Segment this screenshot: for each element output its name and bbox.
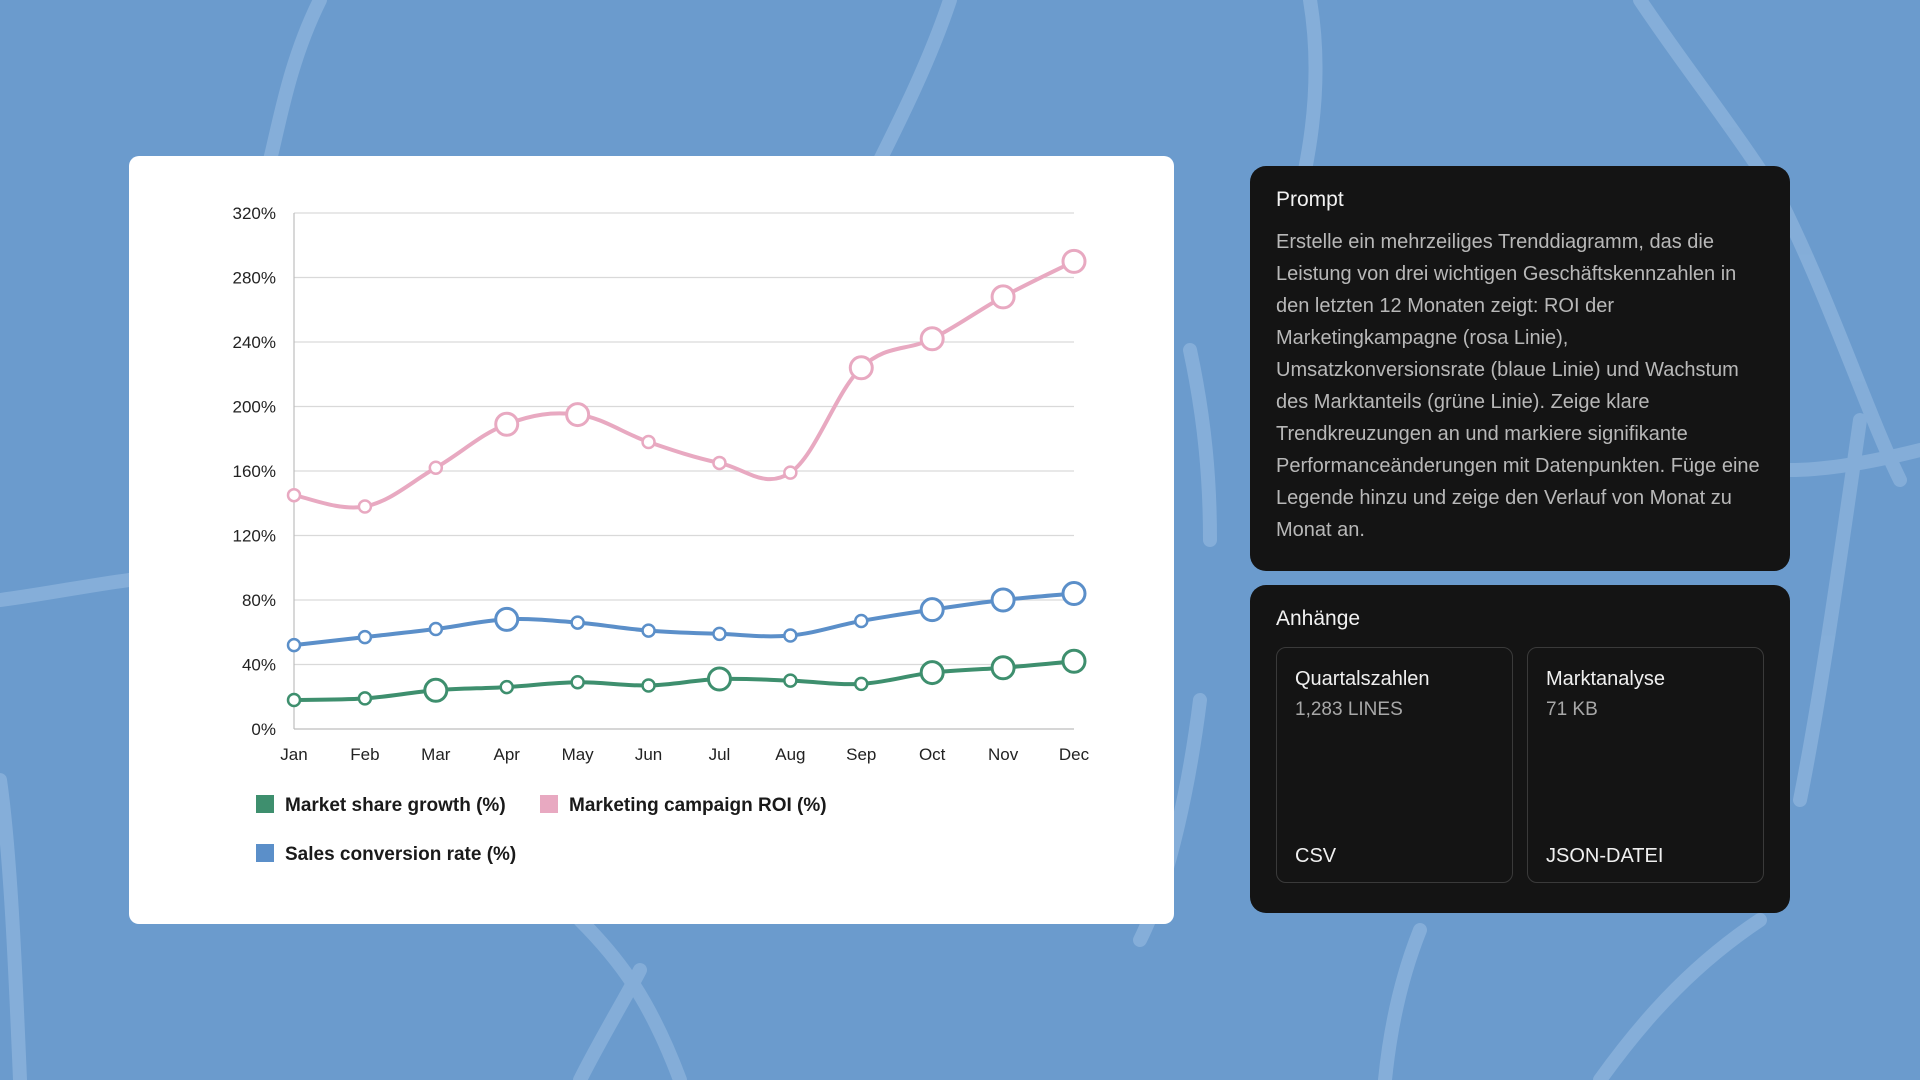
- data-point-marketing-campaign-roi: [494, 411, 520, 437]
- data-point-market-share-growth: [1061, 648, 1087, 674]
- chart-card: 0% 40% 80% 120% 160% 200% 240% 280% 320% Jan Feb Ma…: [129, 156, 1174, 924]
- x-tick-label: Dec: [1059, 745, 1090, 764]
- data-point-marketing-campaign-roi: [428, 460, 444, 476]
- data-point-sales-conversion-rate: [783, 628, 798, 643]
- x-tick-label: Apr: [493, 745, 520, 764]
- data-point-marketing-campaign-roi: [1061, 248, 1087, 274]
- x-tick-label: Mar: [421, 745, 451, 764]
- data-point-market-share-growth: [357, 691, 373, 706]
- data-point-marketing-campaign-roi: [848, 355, 874, 381]
- data-point-market-share-growth: [990, 655, 1016, 681]
- data-point-market-share-growth: [783, 673, 798, 688]
- data-point-sales-conversion-rate: [919, 597, 945, 623]
- attachment-type: CSV: [1295, 845, 1337, 867]
- legend-label: Marketing campaign ROI (%): [569, 795, 827, 816]
- prompt-panel: Prompt Erstelle ein mehrzeiliges Trenddi…: [1250, 166, 1790, 571]
- data-point-sales-conversion-rate: [494, 606, 520, 632]
- attachments-title: Anhänge: [1276, 607, 1361, 630]
- attachments-panel: Anhänge Quartalszahlen 1,283 LINES CSV M…: [1250, 585, 1790, 913]
- data-point-sales-conversion-rate: [570, 615, 585, 630]
- x-tick-label: May: [562, 745, 595, 764]
- y-tick-label: 280%: [233, 269, 276, 288]
- data-point-market-share-growth: [919, 660, 945, 686]
- legend-swatch: [540, 795, 558, 813]
- x-tick-label: Oct: [919, 745, 946, 764]
- attachment-list: Quartalszahlen 1,283 LINES CSV Marktanal…: [1276, 647, 1764, 883]
- data-point-market-share-growth: [570, 674, 585, 690]
- data-point-market-share-growth: [499, 679, 514, 695]
- data-point-marketing-campaign-roi: [783, 465, 798, 480]
- y-tick-label: 80%: [242, 591, 276, 610]
- attachment-name: Marktanalyse: [1546, 668, 1665, 690]
- data-point-sales-conversion-rate: [428, 621, 444, 637]
- data-point-marketing-campaign-roi: [712, 455, 727, 471]
- legend-label: Sales conversion rate (%): [285, 844, 516, 865]
- data-point-sales-conversion-rate: [1061, 581, 1087, 607]
- data-point-marketing-campaign-roi: [990, 284, 1016, 310]
- series-line-market-share-growth: [293, 659, 1075, 702]
- attachment-card-marktanalyse[interactable]: Marktanalyse 71 KB JSON-DATEI: [1527, 647, 1764, 883]
- trend-chart: 0% 40% 80% 120% 160% 200% 240% 280% 320% Jan Feb Ma…: [233, 204, 1090, 865]
- data-point-sales-conversion-rate: [854, 613, 869, 629]
- y-tick-label: 120%: [233, 527, 276, 546]
- x-tick-label: Jun: [635, 745, 662, 764]
- attachment-meta: 1,283 LINES: [1295, 699, 1403, 720]
- data-point-market-share-growth: [706, 666, 732, 692]
- y-tick-label: 0%: [251, 720, 276, 739]
- legend-swatch: [256, 795, 274, 813]
- data-point-sales-conversion-rate: [641, 623, 656, 638]
- y-tick-label: 200%: [233, 398, 276, 417]
- y-tick-label: 40%: [242, 656, 276, 675]
- data-point-marketing-campaign-roi: [565, 402, 591, 428]
- y-tick-label: 320%: [233, 204, 276, 223]
- data-point-market-share-growth: [286, 692, 302, 708]
- series-line-sales-conversion-rate: [293, 591, 1075, 648]
- data-point-marketing-campaign-roi: [357, 499, 373, 514]
- data-point-sales-conversion-rate: [990, 587, 1016, 613]
- legend-label: Market share growth (%): [285, 795, 506, 816]
- data-point-market-share-growth: [423, 677, 449, 703]
- x-tick-label: Sep: [846, 745, 876, 764]
- x-tick-label: Feb: [350, 745, 379, 764]
- data-point-market-share-growth: [641, 678, 656, 693]
- data-point-market-share-growth: [854, 676, 869, 692]
- data-point-sales-conversion-rate: [712, 626, 727, 642]
- x-tick-label: Nov: [988, 745, 1019, 764]
- attachment-name: Quartalszahlen: [1295, 668, 1430, 690]
- y-tick-label: 240%: [233, 333, 276, 352]
- data-point-marketing-campaign-roi: [286, 487, 302, 503]
- x-tick-label: Aug: [775, 745, 805, 764]
- attachment-meta: 71 KB: [1546, 699, 1598, 720]
- data-point-sales-conversion-rate: [357, 629, 373, 645]
- legend-swatch: [256, 844, 274, 862]
- prompt-text: Erstelle ein mehrzeiliges Trenddiagramm,…: [1276, 231, 1760, 541]
- attachment-type: JSON-DATEI: [1546, 845, 1664, 867]
- data-point-marketing-campaign-roi: [919, 326, 945, 352]
- prompt-title: Prompt: [1276, 188, 1344, 211]
- x-tick-label: Jul: [709, 745, 731, 764]
- data-point-marketing-campaign-roi: [641, 434, 656, 450]
- data-point-sales-conversion-rate: [286, 637, 302, 653]
- x-tick-label: Jan: [280, 745, 307, 764]
- y-tick-label: 160%: [233, 462, 276, 481]
- attachment-card-quartalszahlen[interactable]: Quartalszahlen 1,283 LINES CSV: [1276, 647, 1513, 883]
